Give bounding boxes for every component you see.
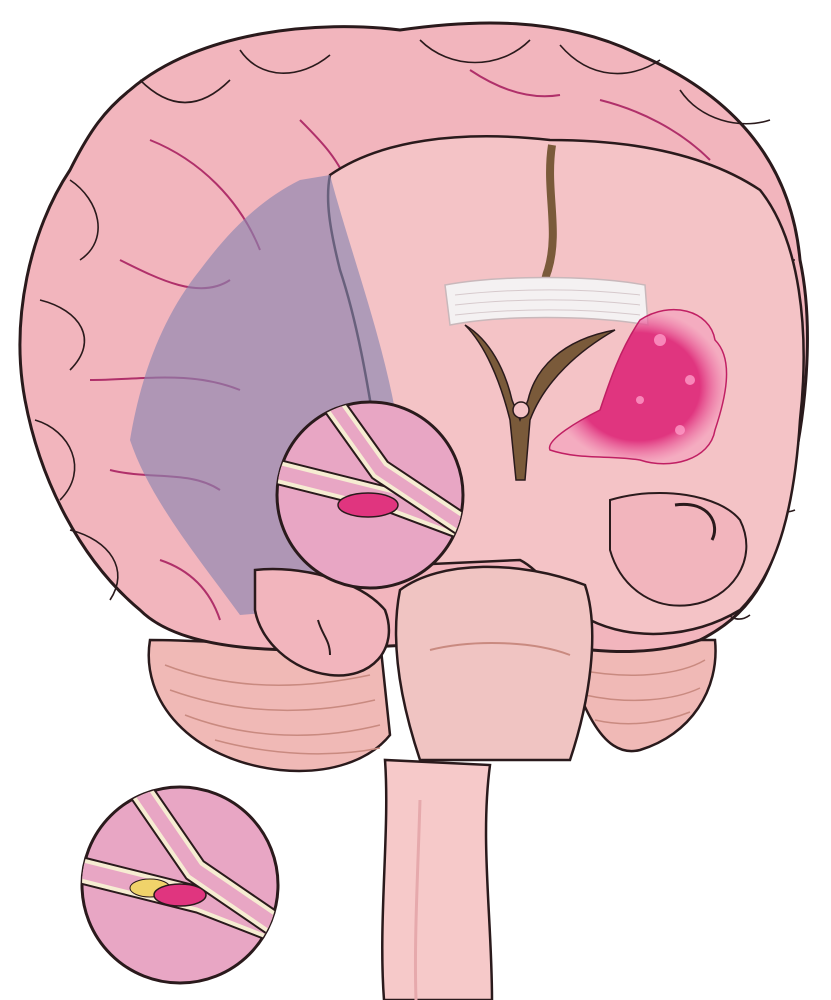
hemorrhage — [548, 308, 728, 465]
magnify-circle-vessel-clot-icon — [275, 400, 465, 590]
corpus-callosum — [444, 276, 649, 326]
spinal-cord — [381, 758, 494, 1000]
cerebellum-folia — [164, 659, 706, 755]
lateral-ventricles — [464, 324, 616, 481]
magnify-circle-vessel-plaque-clot-icon — [80, 785, 280, 985]
brainstem — [394, 565, 594, 762]
